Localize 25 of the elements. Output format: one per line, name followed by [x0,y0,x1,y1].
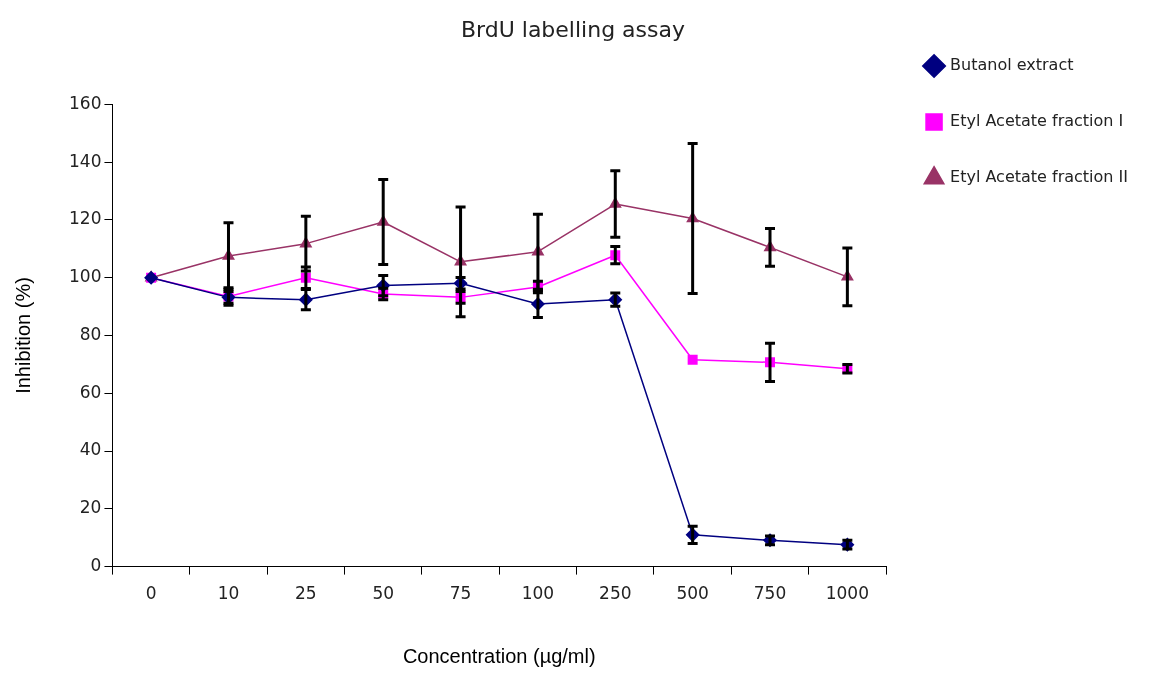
y-tick-label: 60 [79,381,102,402]
chart-title: BrdU labelling assay [460,16,686,42]
legend-label: Butanol extract [950,55,1074,75]
x-tick-label: 0 [145,583,157,604]
x-tick-label: 500 [676,583,709,604]
y-tick-label: 20 [79,497,102,518]
x-tick-label: 75 [449,583,472,604]
y-tick-label: 0 [90,555,102,576]
y-tick-label: 140 [68,150,102,171]
x-tick-label: 100 [521,583,555,604]
x-tick-label: 250 [599,583,632,604]
x-tick-label: 25 [295,583,317,604]
x-tick-label: 50 [372,583,395,604]
y-tick-label: 40 [79,439,102,460]
legend-label: Etyl Acetate fraction II [950,167,1128,187]
x-tick-label: 10 [217,583,240,604]
legend-label: Etyl Acetate fraction I [950,111,1124,131]
x-tick-label: 1000 [825,583,869,604]
y-tick-label: 160 [68,92,102,113]
y-tick-label: 100 [68,266,102,287]
y-axis-title: Inhibition (%) [11,277,34,394]
y-tick-label: 120 [68,208,102,229]
y-tick-label: 80 [79,323,102,344]
x-axis-title: Concentration (µg/ml) [402,644,596,667]
x-tick-label: 750 [753,583,787,604]
